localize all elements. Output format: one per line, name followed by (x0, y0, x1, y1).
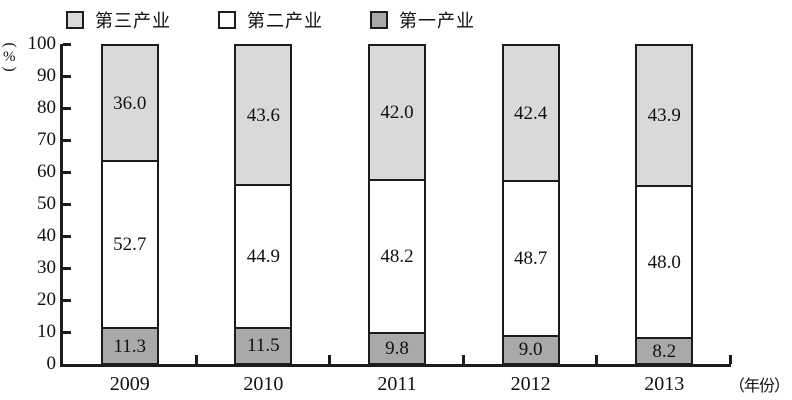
x-axis-line (60, 364, 731, 367)
x-category-label: 2009 (109, 373, 150, 395)
bar-segment: 43.9 (637, 46, 692, 186)
value-label: 8.2 (652, 340, 677, 362)
x-category-label: 2013 (644, 373, 685, 395)
value-label: 48.0 (647, 251, 681, 273)
y-tick-mark (63, 42, 71, 46)
y-tick-mark (63, 74, 71, 78)
bar-2013: 8.2 48.0 43.9 (635, 44, 694, 365)
y-axis-unit-label: (%) (1, 39, 18, 75)
y-tick-mark (63, 266, 71, 270)
bar-segment: 9.0 (503, 334, 558, 363)
bar-segment: 11.5 (236, 326, 291, 363)
y-tick-mark (63, 106, 71, 110)
y-tick-label: 60 (37, 161, 56, 182)
y-tick-mark (63, 138, 71, 142)
bar-2011: 9.8 48.2 42.0 (368, 44, 426, 365)
value-label: 36.0 (113, 92, 147, 114)
y-tick-label: 20 (37, 289, 56, 310)
x-tick-mark (194, 355, 198, 364)
bar-segment: 8.2 (637, 337, 692, 363)
legend-swatch (370, 11, 388, 29)
y-tick-label: 10 (37, 321, 56, 342)
x-tick-mark (595, 355, 599, 364)
bar-2010: 11.5 44.9 43.6 (234, 44, 293, 365)
value-label: 42.0 (380, 102, 414, 124)
value-label: 43.9 (647, 105, 681, 126)
legend-item: 第二产业 (218, 7, 323, 33)
x-tick-mark (461, 355, 465, 364)
value-label: 9.0 (518, 339, 543, 361)
value-label: 11.3 (113, 335, 147, 357)
legend-item: 第一产业 (370, 7, 475, 33)
legend-label: 第一产业 (399, 11, 475, 31)
bar-2012: 9.0 48.7 42.4 (501, 44, 560, 365)
value-label: 48.7 (513, 247, 548, 269)
y-tick-label: 30 (37, 257, 56, 278)
value-label: 44.9 (246, 245, 281, 267)
value-label: 11.5 (247, 335, 280, 357)
bar-segment: 42.4 (503, 46, 558, 181)
y-tick-label: 100 (27, 33, 57, 54)
y-tick-mark (63, 330, 71, 334)
bar-segment: 48.7 (503, 180, 558, 335)
x-category-label: 2011 (377, 373, 417, 395)
bar-segment: 44.9 (236, 184, 291, 327)
bar-segment: 48.0 (637, 185, 692, 338)
bar-segment: 36.0 (102, 46, 157, 161)
y-axis-line (60, 44, 63, 367)
y-tick-label: 0 (46, 353, 57, 374)
value-label: 42.4 (513, 102, 548, 124)
y-tick-mark (63, 234, 71, 238)
value-label: 52.7 (113, 234, 147, 256)
legend-item: 第三产业 (66, 7, 171, 33)
x-tick-mark (328, 355, 332, 364)
value-label: 48.2 (380, 246, 414, 268)
value-label: 9.8 (385, 337, 409, 359)
x-category-label: 2010 (243, 373, 284, 395)
y-tick-label: 40 (37, 225, 56, 246)
y-tick-label: 70 (37, 129, 56, 150)
y-tick-label: 80 (37, 97, 56, 118)
legend-label: 第三产业 (95, 11, 171, 31)
legend: 第三产业 第二产业 第一产业 (66, 7, 475, 33)
y-tick-mark (63, 170, 71, 174)
legend-swatch (218, 11, 236, 29)
bar-segment: 43.6 (236, 46, 291, 185)
bar-segment: 48.2 (370, 179, 424, 332)
x-tick-mark (729, 355, 732, 364)
bar-segment: 9.8 (370, 331, 424, 363)
legend-swatch (66, 11, 84, 29)
y-axis-unit-char: % (3, 49, 16, 65)
y-tick-mark (63, 202, 71, 206)
y-tick-label: 50 (37, 193, 56, 214)
bar-2009: 11.3 52.7 36.0 (100, 44, 159, 365)
bar-segment: 52.7 (102, 160, 157, 328)
y-tick-label: 90 (37, 65, 56, 86)
legend-label: 第二产业 (247, 11, 323, 31)
y-tick-mark (63, 298, 71, 302)
x-category-label: 2012 (510, 373, 551, 395)
x-axis-unit-label: （年份） (729, 378, 790, 395)
value-label: 43.6 (246, 104, 281, 126)
bar-segment: 42.0 (370, 46, 424, 180)
bar-segment: 11.3 (102, 327, 157, 363)
